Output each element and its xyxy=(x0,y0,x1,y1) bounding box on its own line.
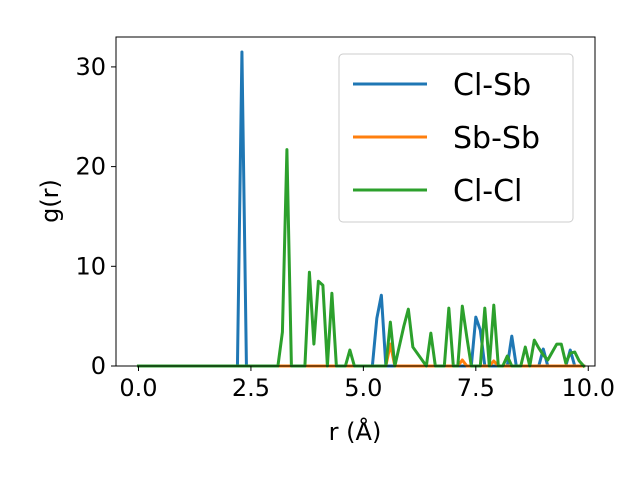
y-axis: 0 10 20 30 xyxy=(75,53,116,380)
y-tick-label: 0 xyxy=(91,352,106,380)
legend-frame xyxy=(338,53,574,223)
x-axis-label: r (Å) xyxy=(329,417,382,446)
x-tick-label: 7.5 xyxy=(457,374,495,402)
plot-frame xyxy=(115,36,596,367)
y-tick-label: 20 xyxy=(75,153,106,181)
legend-label-3: Cl-Cl xyxy=(453,174,522,209)
x-tick-label: 5.0 xyxy=(344,374,382,402)
x-axis: 0.0 2.5 5.0 7.5 10.0 xyxy=(119,366,615,402)
x-tick-label: 10.0 xyxy=(562,374,615,402)
x-tick-label: 2.5 xyxy=(232,374,270,402)
legend-label-1: Cl-Sb xyxy=(453,68,531,103)
legend-label-2: Sb-Sb xyxy=(453,121,540,156)
y-tick-label: 30 xyxy=(75,53,106,81)
y-tick-label: 10 xyxy=(75,252,106,280)
y-axis-label: g(r) xyxy=(36,179,64,223)
series-line-3 xyxy=(136,148,586,369)
legend: Cl-Sb Sb-Sb Cl-Cl xyxy=(338,53,574,223)
x-tick-label: 0.0 xyxy=(119,374,157,402)
